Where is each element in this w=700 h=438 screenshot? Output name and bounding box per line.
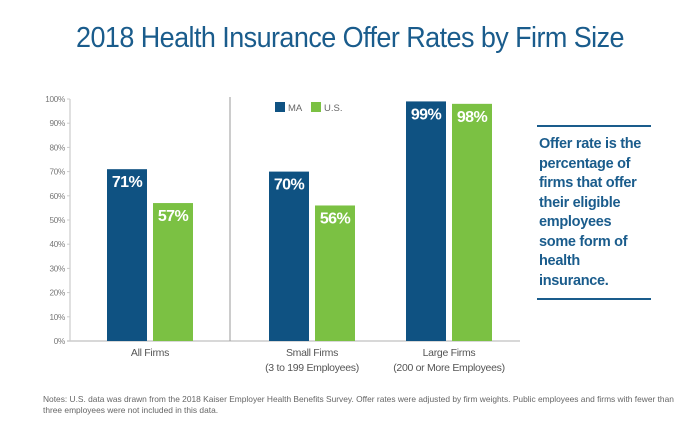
bar-ma-2 <box>406 101 446 341</box>
y-tick-label: 20% <box>50 289 66 298</box>
legend-swatch-0 <box>275 102 285 112</box>
data-label: 56% <box>320 210 351 227</box>
data-label: 57% <box>158 208 189 225</box>
category-label: All Firms <box>131 347 169 359</box>
y-tick-label: 30% <box>50 264 66 273</box>
y-tick-label: 50% <box>50 216 66 225</box>
y-tick-label: 10% <box>50 313 66 322</box>
y-tick-label: 80% <box>50 143 66 152</box>
bar-us-1 <box>315 205 355 341</box>
bar-ma-1 <box>269 171 309 341</box>
y-tick-label: 40% <box>50 240 66 249</box>
category-sublabel: (3 to 199 Employees) <box>265 362 359 374</box>
x-axis-labels: All Firms Small Firms (3 to 199 Employees)… <box>131 347 505 374</box>
category-label: Small Firms <box>286 347 338 359</box>
legend-swatch-1 <box>311 102 321 112</box>
legend-label: U.S. <box>324 103 342 114</box>
chart-title: 2018 Health Insurance Offer Rates by Fir… <box>76 22 625 54</box>
y-tick-label: 0% <box>54 337 65 346</box>
legend: MA U.S. <box>275 102 342 114</box>
data-label: 99% <box>411 106 442 123</box>
data-label: 71% <box>112 174 143 191</box>
legend-label: MA <box>288 103 303 114</box>
bar-ma-0 <box>107 169 147 341</box>
y-tick-label: 60% <box>50 192 66 201</box>
category-label: Large Firms <box>423 347 476 359</box>
y-tick-label: 100% <box>45 95 65 104</box>
data-label: 98% <box>457 109 488 126</box>
callout-text: Offer rate is the percentage of firms th… <box>539 136 642 289</box>
bar-us-2 <box>452 103 492 341</box>
y-tick-label: 90% <box>50 119 66 128</box>
callout-box: Offer rate is the percentage of firms th… <box>537 125 651 300</box>
data-label: 70% <box>274 177 305 194</box>
bars: 71% 70% 99% 57% 56% 98% <box>107 101 492 341</box>
bar-us-0 <box>153 203 193 341</box>
notes: Notes: U.S. data was drawn from the 2018… <box>43 394 674 415</box>
y-tick-label: 70% <box>50 168 66 177</box>
category-sublabel: (200 or More Employees) <box>393 362 505 374</box>
